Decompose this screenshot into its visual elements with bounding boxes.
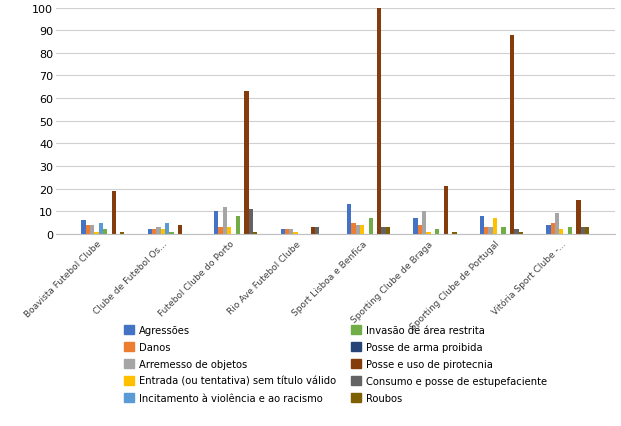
- Bar: [489, 227, 492, 234]
- Bar: [519, 232, 523, 234]
- Bar: [551, 223, 555, 234]
- Bar: [315, 227, 319, 234]
- Bar: [99, 223, 103, 234]
- Bar: [165, 223, 170, 234]
- Bar: [576, 201, 581, 234]
- Bar: [310, 227, 315, 234]
- Bar: [585, 227, 589, 234]
- Bar: [351, 223, 356, 234]
- Bar: [427, 232, 430, 234]
- Bar: [236, 216, 240, 234]
- Bar: [435, 230, 439, 234]
- Bar: [281, 230, 285, 234]
- Bar: [289, 230, 294, 234]
- Bar: [214, 212, 219, 234]
- Bar: [347, 205, 351, 234]
- Bar: [253, 232, 257, 234]
- Bar: [285, 230, 289, 234]
- Bar: [223, 207, 227, 234]
- Bar: [112, 191, 116, 234]
- Bar: [161, 230, 165, 234]
- Bar: [156, 227, 161, 234]
- Bar: [581, 227, 585, 234]
- Bar: [443, 187, 448, 234]
- Bar: [386, 227, 390, 234]
- Legend: Agressões, Danos, Arremesso de objetos, Entrada (ou tentativa) sem título válido: Agressões, Danos, Arremesso de objetos, …: [124, 325, 547, 403]
- Bar: [248, 210, 253, 234]
- Bar: [414, 219, 418, 234]
- Bar: [356, 225, 360, 234]
- Bar: [559, 230, 563, 234]
- Bar: [368, 219, 373, 234]
- Bar: [81, 221, 86, 234]
- Bar: [86, 225, 90, 234]
- Bar: [219, 227, 223, 234]
- Bar: [492, 219, 497, 234]
- Bar: [418, 225, 422, 234]
- Bar: [501, 227, 505, 234]
- Bar: [120, 232, 124, 234]
- Bar: [244, 92, 248, 234]
- Bar: [484, 227, 489, 234]
- Bar: [452, 232, 456, 234]
- Bar: [510, 36, 514, 234]
- Bar: [555, 214, 559, 234]
- Bar: [377, 9, 381, 234]
- Bar: [422, 212, 427, 234]
- Bar: [227, 227, 232, 234]
- Bar: [148, 230, 152, 234]
- Bar: [514, 230, 519, 234]
- Bar: [170, 232, 174, 234]
- Bar: [360, 225, 365, 234]
- Bar: [294, 232, 298, 234]
- Bar: [178, 225, 182, 234]
- Bar: [381, 227, 386, 234]
- Bar: [480, 216, 484, 234]
- Bar: [568, 227, 572, 234]
- Bar: [152, 230, 156, 234]
- Bar: [546, 225, 551, 234]
- Bar: [94, 232, 99, 234]
- Bar: [90, 225, 94, 234]
- Bar: [103, 230, 107, 234]
